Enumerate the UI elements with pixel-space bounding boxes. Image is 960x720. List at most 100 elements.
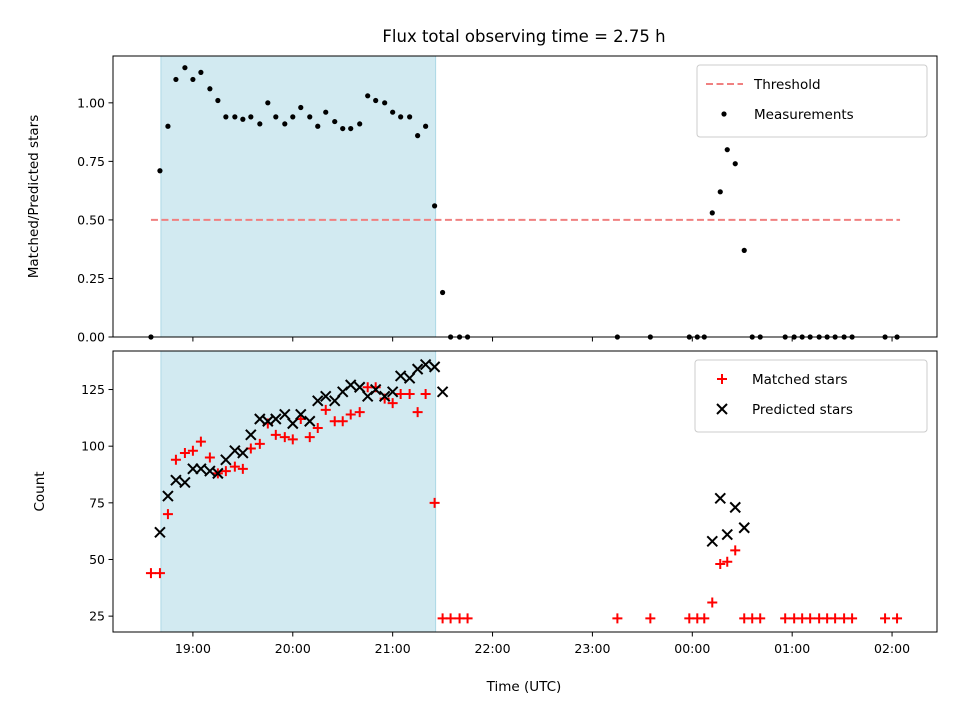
data-point [354, 407, 365, 418]
data-point [162, 490, 174, 502]
y-tick-label: 0.25 [77, 271, 105, 286]
data-point [721, 111, 727, 117]
y-tick-label: 0.00 [77, 330, 105, 345]
legend-label: Predicted stars [752, 402, 853, 418]
data-point [369, 383, 382, 396]
data-point [298, 104, 304, 111]
data-point [340, 125, 346, 132]
observing-window [160, 350, 437, 633]
data-point [207, 86, 213, 92]
plot-frame [112, 350, 938, 633]
x-tick-label: 20:00 [275, 641, 311, 656]
data-point [880, 613, 891, 624]
data-point [382, 100, 388, 106]
data-point [229, 445, 241, 457]
legend: Threshold Measurements [696, 64, 928, 138]
data-point [254, 438, 265, 449]
x-axis-label: Time (UTC) [486, 679, 562, 695]
data-point [254, 413, 266, 425]
data-point [237, 447, 249, 459]
ratio-panel: 0.00 0.25 0.50 0.75 1.00 Matched/Predicted st… [26, 55, 938, 345]
data-point [220, 466, 231, 477]
data-point [190, 76, 196, 83]
data-point [329, 395, 341, 407]
data-point [270, 413, 282, 425]
x-tick-label: 19:00 [175, 641, 211, 656]
count-panel: 25 50 75 100 125 19:00 20:00 21:00 22:00 23:00 00:… [32, 350, 938, 656]
data-point [173, 76, 179, 83]
data-point [378, 390, 391, 403]
legend-box [696, 64, 928, 138]
data-point [716, 403, 728, 415]
y-tick-label: 0.75 [77, 154, 105, 169]
data-point [337, 416, 348, 427]
data-point [724, 147, 730, 153]
data-point [707, 597, 718, 608]
data-point [357, 121, 363, 127]
data-point [404, 389, 415, 400]
data-point [390, 109, 396, 115]
data-point [407, 114, 413, 120]
data-point [353, 381, 366, 393]
x-tick-label: 00:00 [674, 641, 710, 656]
data-point [182, 65, 188, 71]
data-point [717, 374, 727, 384]
data-point [612, 613, 623, 624]
data-point [729, 501, 741, 514]
data-point [290, 114, 296, 120]
data-point [348, 125, 354, 132]
y-axis-label: Matched/Predicted stars [26, 115, 42, 278]
data-point [198, 69, 204, 75]
data-point [709, 210, 715, 216]
data-point [755, 613, 766, 624]
series-predicted-stars [154, 358, 750, 548]
data-point [204, 452, 215, 463]
data-point [847, 613, 858, 624]
data-point [240, 116, 246, 122]
data-point [714, 492, 726, 505]
data-point [645, 613, 656, 624]
data-point [323, 109, 329, 115]
data-point [265, 100, 271, 106]
data-point [398, 114, 404, 120]
y-tick-label: 0.50 [77, 212, 105, 227]
data-point [220, 454, 232, 466]
data-point [732, 161, 738, 167]
data-point [415, 133, 421, 139]
data-point [706, 535, 718, 548]
data-point [154, 568, 165, 579]
data-point [462, 613, 473, 624]
data-point [432, 203, 438, 209]
data-point [157, 168, 163, 174]
data-point [412, 407, 423, 418]
data-point [419, 358, 432, 371]
data-point [722, 556, 733, 567]
data-point [165, 123, 171, 129]
data-point [345, 409, 356, 420]
data-point [304, 432, 315, 443]
data-point [179, 447, 190, 458]
data-point [373, 97, 379, 104]
data-point [436, 386, 449, 398]
data-point [395, 389, 406, 400]
data-point [170, 454, 181, 465]
data-point [387, 398, 398, 409]
data-point [386, 386, 399, 398]
data-point [195, 436, 206, 447]
data-point [257, 121, 263, 127]
data-point [429, 497, 440, 508]
data-point [215, 97, 221, 104]
data-point [187, 445, 198, 456]
legend-label: Threshold [753, 77, 821, 93]
legend: Matched stars Predicted stars [694, 359, 928, 433]
data-point [411, 363, 424, 375]
data-point [162, 509, 173, 520]
observing-window [160, 55, 437, 338]
y-axis-label: Count [32, 471, 48, 511]
data-point [312, 395, 324, 407]
legend-label: Measurements [754, 107, 854, 123]
data-point [403, 372, 416, 384]
data-point [279, 432, 290, 443]
data-point [805, 613, 816, 624]
